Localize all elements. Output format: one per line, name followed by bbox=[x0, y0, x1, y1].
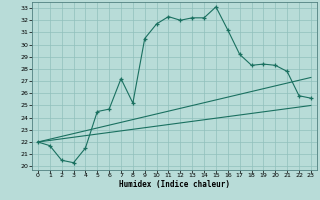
X-axis label: Humidex (Indice chaleur): Humidex (Indice chaleur) bbox=[119, 180, 230, 189]
